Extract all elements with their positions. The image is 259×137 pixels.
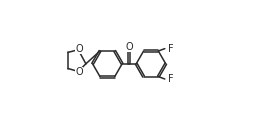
Text: F: F	[168, 44, 173, 54]
Text: O: O	[75, 44, 83, 54]
Text: O: O	[125, 42, 133, 52]
Text: O: O	[75, 67, 83, 77]
Text: F: F	[168, 74, 173, 84]
